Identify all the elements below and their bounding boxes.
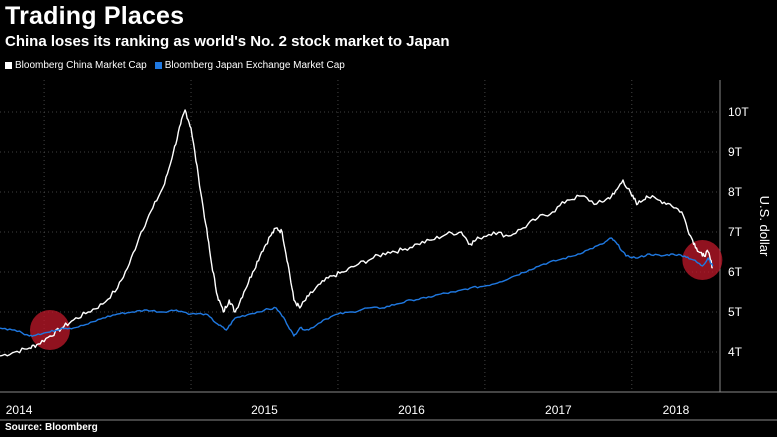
y-tick-label: 4T bbox=[728, 345, 743, 359]
y-tick-label: 7T bbox=[728, 225, 743, 239]
x-tick-label: 2015 bbox=[251, 403, 278, 417]
x-tick-label: 2014 bbox=[6, 403, 33, 417]
legend-swatch-japan bbox=[154, 62, 162, 69]
series-line-japan bbox=[0, 237, 714, 337]
x-axis-ticks: 2014 2015 2016 2017 2018 bbox=[6, 403, 690, 417]
y-axis-label: U.S. dollar bbox=[757, 196, 772, 257]
x-tick-label: 2016 bbox=[398, 403, 425, 417]
highlight-circle-0 bbox=[29, 310, 70, 350]
legend: Bloomberg China Market Cap Bloomberg Jap… bbox=[5, 60, 353, 71]
chart-lines bbox=[0, 109, 714, 357]
source-note: Source: Bloomberg bbox=[5, 422, 98, 433]
y-tick-label: 6T bbox=[728, 265, 743, 279]
series-line-china bbox=[0, 109, 714, 357]
legend-label-china: Bloomberg China Market Cap bbox=[15, 60, 147, 71]
chart-grid bbox=[0, 80, 777, 421]
legend-item-china: Bloomberg China Market Cap bbox=[5, 60, 147, 71]
chart-title: Trading Places bbox=[5, 2, 185, 30]
y-tick-label: 8T bbox=[728, 185, 743, 199]
x-tick-label: 2017 bbox=[545, 403, 572, 417]
legend-label-japan: Bloomberg Japan Exchange Market Cap bbox=[164, 60, 345, 71]
legend-swatch-china bbox=[5, 62, 12, 69]
highlight-circles bbox=[29, 240, 723, 350]
y-tick-label: 9T bbox=[728, 145, 743, 159]
y-axis-ticks: 4T 5T 6T 7T 8T 9T 10T bbox=[728, 105, 749, 359]
highlight-circle-1 bbox=[682, 240, 723, 280]
chart-subtitle: China loses its ranking as world's No. 2… bbox=[5, 33, 450, 50]
y-tick-label: 10T bbox=[728, 105, 749, 119]
x-tick-label: 2018 bbox=[663, 403, 690, 417]
y-tick-label: 5T bbox=[728, 305, 743, 319]
legend-item-japan: Bloomberg Japan Exchange Market Cap bbox=[154, 60, 345, 71]
